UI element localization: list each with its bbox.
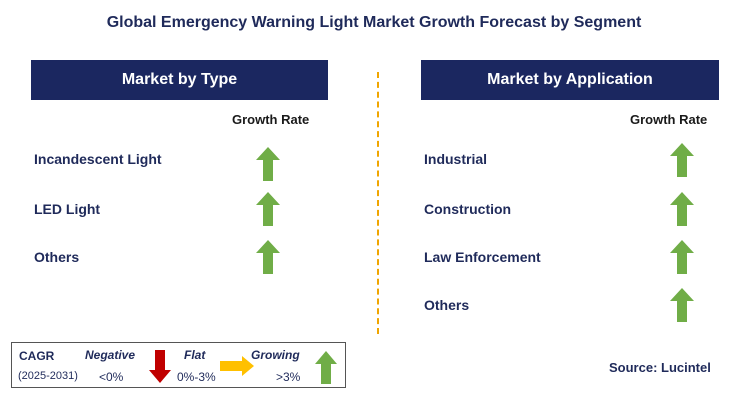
source-note: Source: Lucintel xyxy=(609,360,711,375)
legend-growing-range: >3% xyxy=(276,370,301,384)
growth-up-arrow-icon xyxy=(670,288,694,322)
market-by-application-header: Market by Application xyxy=(421,60,719,100)
legend-negative-label: Negative xyxy=(85,348,136,362)
application-item-law-enforcement: Law Enforcement xyxy=(424,249,541,265)
growth-up-arrow-icon xyxy=(256,147,280,181)
type-item-incandescent-light: Incandescent Light xyxy=(34,151,162,167)
legend-flat-label: Flat xyxy=(184,348,206,362)
growing-up-arrow-icon xyxy=(315,351,337,384)
application-item-others: Others xyxy=(424,297,470,313)
application-item-industrial: Industrial xyxy=(424,151,488,167)
right-growth-rate-label: Growth Rate xyxy=(630,112,708,127)
growth-up-arrow-icon xyxy=(670,192,694,226)
cagr-legend: CAGR (2025-2031) Negative <0% Flat 0%-3%… xyxy=(11,342,346,388)
panel-divider xyxy=(377,72,379,334)
legend-period-label: (2025-2031) xyxy=(18,370,78,382)
flat-right-arrow-icon xyxy=(220,356,254,376)
legend-cagr-label: CAGR xyxy=(19,349,55,363)
legend-negative-range: <0% xyxy=(99,370,124,384)
legend-growing-label: Growing xyxy=(251,348,300,362)
market-by-application-header-label: Market by Application xyxy=(487,71,653,88)
growth-up-arrow-icon xyxy=(670,240,694,274)
left-growth-rate-label: Growth Rate xyxy=(232,112,310,127)
page-title: Global Emergency Warning Light Market Gr… xyxy=(106,14,642,31)
application-item-construction: Construction xyxy=(424,201,512,217)
growth-up-arrow-icon xyxy=(670,143,694,177)
negative-down-arrow-icon xyxy=(149,350,171,383)
type-item-led-light: LED Light xyxy=(34,201,101,217)
growth-up-arrow-icon xyxy=(256,240,280,274)
legend-flat-range: 0%-3% xyxy=(177,370,216,384)
market-by-type-header: Market by Type xyxy=(31,60,328,100)
market-by-type-header-label: Market by Type xyxy=(121,71,238,88)
growth-up-arrow-icon xyxy=(256,192,280,226)
type-item-others: Others xyxy=(34,249,80,265)
